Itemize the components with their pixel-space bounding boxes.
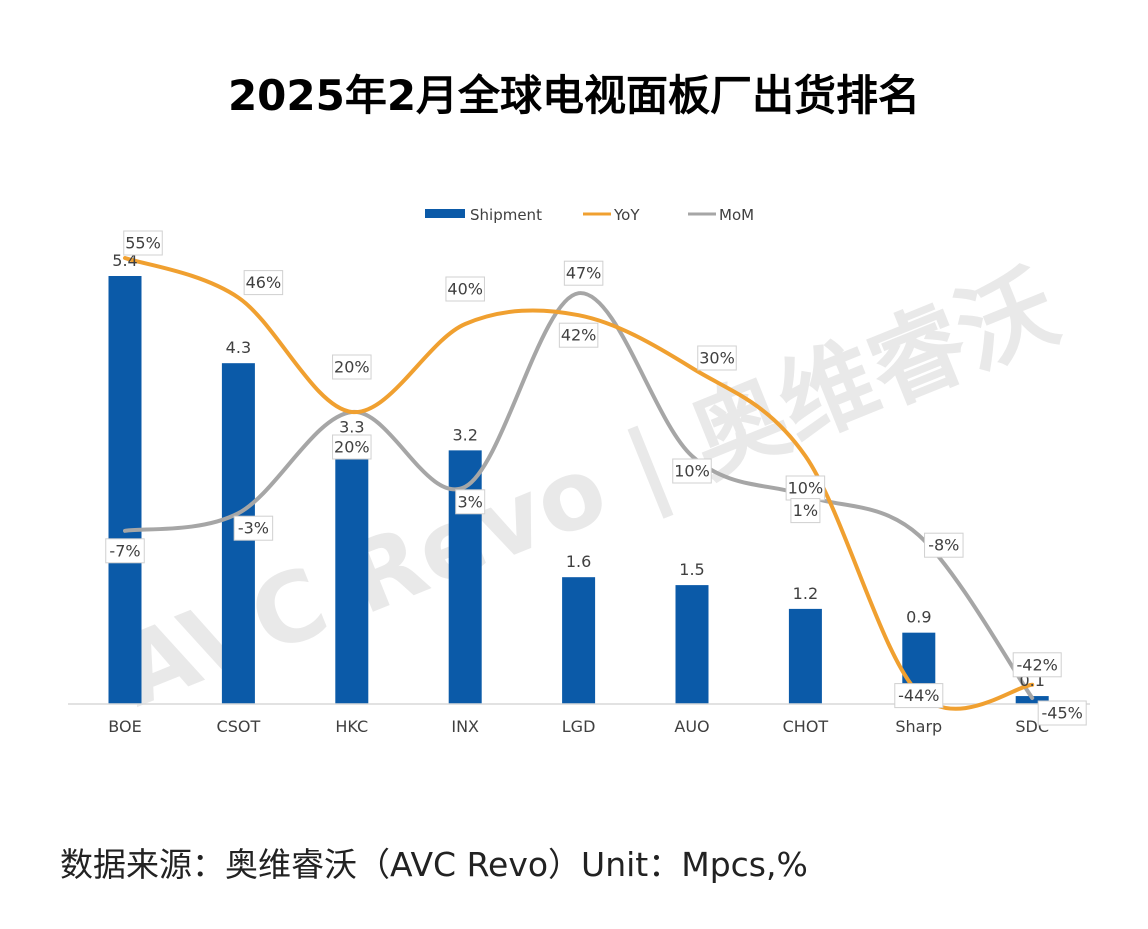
line-series xyxy=(123,256,1035,711)
mom-label-chot: 1% xyxy=(790,498,821,524)
label-box xyxy=(455,489,486,515)
mom-label-boe: -7% xyxy=(105,538,145,564)
bar-value-label: 5.4 xyxy=(112,251,137,270)
x-tick-label-hkc: HKC xyxy=(335,717,368,736)
label-text: -45% xyxy=(1042,704,1083,723)
label-box xyxy=(672,458,712,484)
label-text: 42% xyxy=(561,326,597,345)
label-text: 10% xyxy=(674,462,710,481)
label-text: -42% xyxy=(1017,655,1058,674)
label-text: 46% xyxy=(246,273,282,292)
legend-label: YoY xyxy=(613,206,640,224)
yoy-label-auo: 30% xyxy=(697,345,737,371)
label-box xyxy=(558,322,599,348)
bar-value-label: 3.2 xyxy=(452,425,477,444)
label-box xyxy=(243,270,284,296)
bar-sdc xyxy=(1015,696,1049,704)
label-text: -8% xyxy=(928,536,959,555)
x-tick-label-csot: CSOT xyxy=(217,717,261,736)
label-text: 55% xyxy=(125,234,161,253)
bar-boe xyxy=(108,276,142,704)
yoy-label-csot: 46% xyxy=(243,270,284,296)
label-text: -3% xyxy=(238,519,269,538)
data-source-note: 数据来源：奥维睿沃（AVC Revo）Unit：Mpcs,% xyxy=(60,845,808,884)
bar-value-label: 1.6 xyxy=(566,552,591,571)
mom-label-csot: -3% xyxy=(233,515,274,541)
label-text: -44% xyxy=(898,686,939,705)
label-box xyxy=(894,683,944,709)
bar-value-label: 1.5 xyxy=(679,560,704,579)
bar-lgd xyxy=(562,577,596,704)
bar-value-label: 0.9 xyxy=(906,608,931,627)
yoy-label-boe: 55% xyxy=(123,230,163,256)
x-tick-label-lgd: LGD xyxy=(562,717,596,736)
label-box xyxy=(790,498,821,524)
yoy-label-sdc: -42% xyxy=(1012,652,1062,678)
bar-auo xyxy=(675,585,709,704)
yoy-line xyxy=(123,256,1035,711)
x-tick-label-sharp: Sharp xyxy=(895,717,942,736)
legend-item-yoy: YoY xyxy=(583,206,640,224)
label-box xyxy=(1012,652,1062,678)
mom-label-inx: 3% xyxy=(455,489,486,515)
label-text: 1% xyxy=(793,501,818,520)
data-labels: 5.44.33.3 3.21.6 1.51.20.90.155%46%20%40%4… xyxy=(105,230,1087,726)
x-tick-label-auo: AUO xyxy=(674,717,709,736)
label-text: 20% xyxy=(334,358,370,377)
page-title: 2025年2月全球电视面板厂出货排名 xyxy=(227,71,921,120)
label-text: 20% xyxy=(334,438,370,457)
label-box xyxy=(563,260,604,286)
label-text: -7% xyxy=(109,541,140,560)
mom-label-sdc: -45% xyxy=(1037,700,1087,726)
mom-label-hkc: 20% xyxy=(332,434,372,460)
bar-value-label: 4.3 xyxy=(226,338,251,357)
label-box xyxy=(697,345,737,371)
label-box xyxy=(924,532,964,558)
label-box xyxy=(1037,700,1087,726)
bar-value-label: 1.2 xyxy=(793,584,818,603)
label-text: 30% xyxy=(699,349,735,368)
bar-value-label: 3.3 xyxy=(339,417,364,436)
yoy-label-chot: 10% xyxy=(785,475,826,501)
yoy-label-inx: 40% xyxy=(445,276,485,302)
label-box xyxy=(332,434,372,460)
label-text: 3% xyxy=(458,492,483,511)
legend-swatch xyxy=(425,209,465,218)
yoy-label-hkc: 20% xyxy=(332,354,372,380)
mom-label-lgd: 47% xyxy=(563,260,604,286)
x-tick-label-boe: BOE xyxy=(108,717,141,736)
legend-item-shipment: Shipment xyxy=(425,206,542,224)
x-tick-label-inx: INX xyxy=(451,717,479,736)
legend-label: MoM xyxy=(719,206,754,224)
label-box xyxy=(123,230,163,256)
legend-item-mom: MoM xyxy=(688,206,754,224)
yoy-label-sharp: -44% xyxy=(894,683,944,709)
label-text: 10% xyxy=(788,479,824,498)
mom-label-auo: 10% xyxy=(672,458,712,484)
label-box xyxy=(105,538,145,564)
legend-label: Shipment xyxy=(470,206,542,224)
mom-label-sharp: -8% xyxy=(924,532,964,558)
chart-legend: Shipment YoY MoM xyxy=(425,206,754,224)
bar-chot xyxy=(788,608,822,704)
x-axis: BOE CSOT HKC INX LGD AUO CHOT Sharp SDC xyxy=(68,703,1090,736)
label-text: 40% xyxy=(447,280,483,299)
mom-line xyxy=(123,291,1035,700)
yoy-label-lgd: 42% xyxy=(558,322,599,348)
label-box xyxy=(445,276,485,302)
bar-hkc xyxy=(335,442,369,704)
label-box xyxy=(332,354,372,380)
x-tick-label-chot: CHOT xyxy=(783,717,829,736)
label-box xyxy=(233,515,274,541)
label-text: 47% xyxy=(566,264,602,283)
